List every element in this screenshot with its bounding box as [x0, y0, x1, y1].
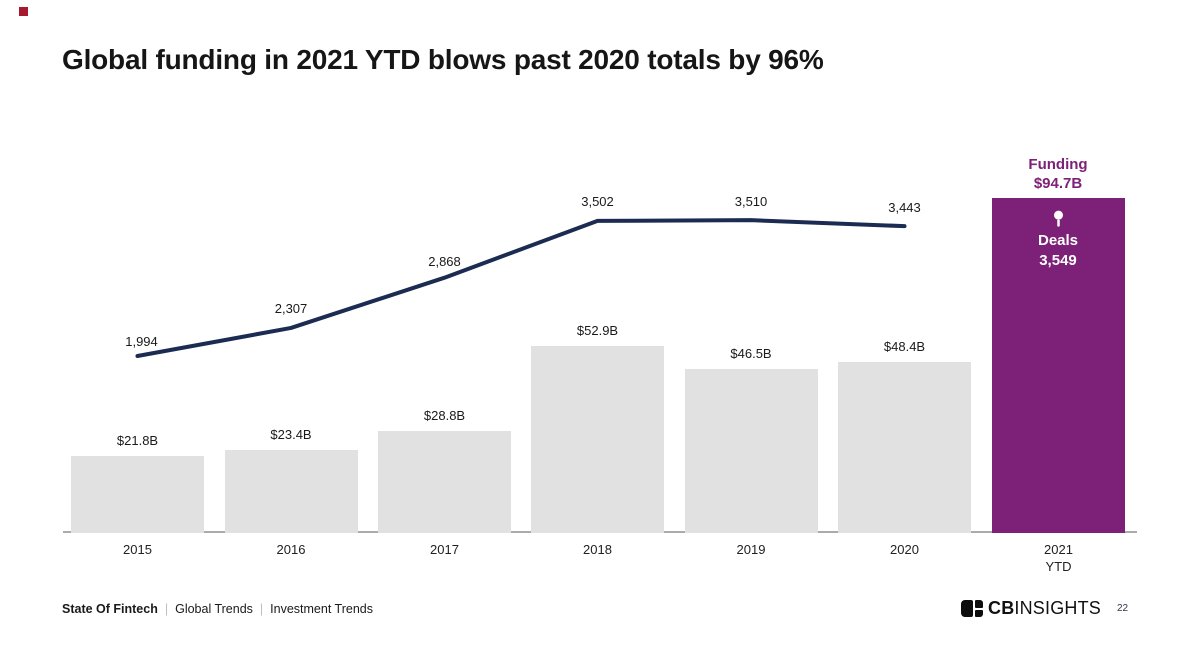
bar-value-label: $21.8B — [116, 433, 159, 448]
deals-value-label: 2,307 — [274, 300, 308, 316]
page-title: Global funding in 2021 YTD blows past 20… — [62, 44, 824, 75]
x-axis-tick-label: 2020 — [890, 542, 919, 557]
breadcrumb-report: State Of Fintech — [62, 602, 158, 616]
bar — [71, 456, 204, 533]
breadcrumb-section: Global Trends — [175, 602, 253, 616]
deals-value-label: 1,994 — [125, 334, 158, 349]
x-axis-tick-label: 2018 — [583, 542, 612, 557]
bar-value-label: $52.9B — [576, 323, 619, 338]
deals-callout-label: Deals — [1037, 232, 1079, 249]
bar — [838, 362, 971, 533]
bar — [224, 450, 358, 533]
deals-value-label: 3,502 — [581, 193, 614, 209]
deals-callout-value: 3,549 — [1039, 252, 1077, 269]
accent-square — [19, 7, 28, 16]
x-axis-tick-label: 2015 — [123, 542, 152, 557]
breadcrumb: State Of Fintech | Global Trends | Inves… — [62, 602, 373, 616]
x-axis-tick-label: 2016 — [276, 542, 306, 557]
bar — [684, 369, 818, 533]
deals-callout: Deals 3,549 — [1038, 231, 1078, 271]
bar-value-label: $28.8B — [423, 408, 466, 423]
x-axis-tick-label: 2021 YTD — [1044, 542, 1073, 574]
bar-value-label: $46.5B — [730, 346, 772, 361]
bar — [378, 431, 511, 533]
bar-value-label: $48.4B — [883, 339, 926, 354]
breadcrumb-separator: | — [164, 602, 169, 616]
bar-2021-ytd-highlight — [992, 198, 1125, 533]
cbinsights-logo: CBINSIGHTS — [961, 598, 1101, 619]
logo-text-bold: CB — [988, 598, 1015, 618]
cbinsights-logo-text: CBINSIGHTS — [988, 598, 1101, 619]
x-axis-tick-label: 2017 — [430, 542, 459, 557]
page-number: 22 — [1117, 603, 1129, 614]
funding-callout-value: $94.7B — [1033, 175, 1083, 192]
deals-value-label: 3,510 — [734, 194, 768, 210]
x-axis-tick-label: 2019 — [736, 542, 766, 557]
cbinsights-logo-icon — [961, 600, 983, 617]
bar — [531, 346, 664, 533]
deals-line — [135, 218, 907, 358]
bar-value-label: $23.4B — [270, 427, 312, 442]
funding-callout-label: Funding — [1028, 156, 1088, 173]
breadcrumb-subsection: Investment Trends — [270, 602, 373, 616]
breadcrumb-separator: | — [259, 602, 264, 616]
funding-callout: Funding $94.7B — [1028, 155, 1087, 193]
logo-text-light: INSIGHTS — [1014, 598, 1102, 618]
deals-value-label: 3,443 — [888, 200, 921, 216]
deals-value-label: 2,868 — [428, 253, 461, 269]
